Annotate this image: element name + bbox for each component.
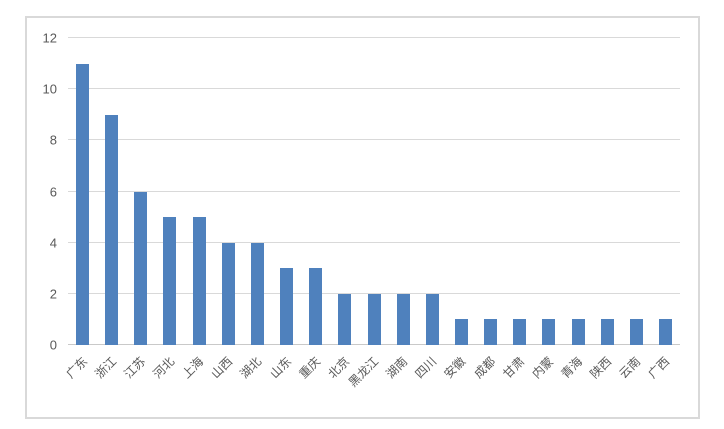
bar [484,319,498,345]
x-axis-tick-label: 四川 [412,354,440,382]
bar [309,268,323,345]
x-axis-tick-label: 陕西 [587,354,615,382]
bar [76,63,90,345]
x-axis-tick-label: 江苏 [121,354,149,382]
x-axis-tick-label: 内蒙 [529,354,557,382]
x-axis-tick-label: 广西 [645,354,673,382]
x-axis-tick-label: 浙江 [92,354,119,382]
bar [367,293,381,345]
bar [600,319,614,345]
bar [250,242,264,345]
x-axis-tick-label: 成都 [470,354,498,382]
x-axis-tick-label: 青海 [558,354,586,382]
x-axis-tick-label: 山西 [208,354,236,382]
x-axis-tick-label: 山东 [266,354,294,382]
bar [396,293,410,345]
bar [658,319,672,345]
x-axis-tick-label: 湖南 [383,354,411,382]
gridline [68,292,680,294]
x-axis-tick-label: 黑龙江 [345,354,382,390]
bar-series [68,38,680,345]
y-axis-tick-label: 8 [49,132,57,148]
bar [542,319,556,345]
bar [221,242,235,345]
y-axis-tick-label: 6 [49,184,57,199]
y-axis-tick-label: 2 [49,286,57,302]
y-axis-tick-label: 4 [49,235,57,251]
gridline [68,190,680,192]
bar [134,191,148,345]
gridline [68,37,680,38]
y-axis-tick-label: 10 [42,81,57,97]
x-axis-tick-label: 广东 [62,354,90,382]
x-axis-tick-label: 安徽 [441,354,469,382]
x-axis-tick-label: 重庆 [296,354,323,382]
bar [105,114,119,345]
x-axis-tick-label: 云南 [616,354,644,382]
x-axis-tick-label: 河北 [150,354,178,382]
y-axis-tick-label: 12 [42,30,57,46]
bar [629,319,643,345]
x-axis-tick-label: 上海 [179,354,207,382]
gridline [68,241,680,243]
gridline [68,139,680,141]
x-axis-tick-label: 湖北 [237,354,265,382]
y-axis-tick-label: 0 [49,337,57,353]
bar [454,319,468,345]
bar [338,293,352,345]
chart-frame: 0 2 4 6 8 10 12 广东 浙江 江苏 河北 上海 山西 湖北 山东 重庆 北京 黑龙江 湖南 四川 安徽成… [25,16,700,419]
bar [425,293,439,345]
plot-area [68,37,680,345]
bar [192,217,206,345]
x-axis-labels: 广东 浙江 江苏 河北 上海 山西 湖北 山东 重庆 北京 黑龙江 湖南 四川 安徽 成都 甘肃 内蒙 青海 陕西云… [63,349,680,413]
bar [280,268,294,345]
x-axis-tick-label: 甘肃 [500,354,527,382]
bar [571,319,585,345]
gridline [68,88,680,90]
bar [513,319,527,345]
bar [163,217,177,345]
y-axis-labels: 0 2 4 6 8 10 12 [27,32,63,352]
